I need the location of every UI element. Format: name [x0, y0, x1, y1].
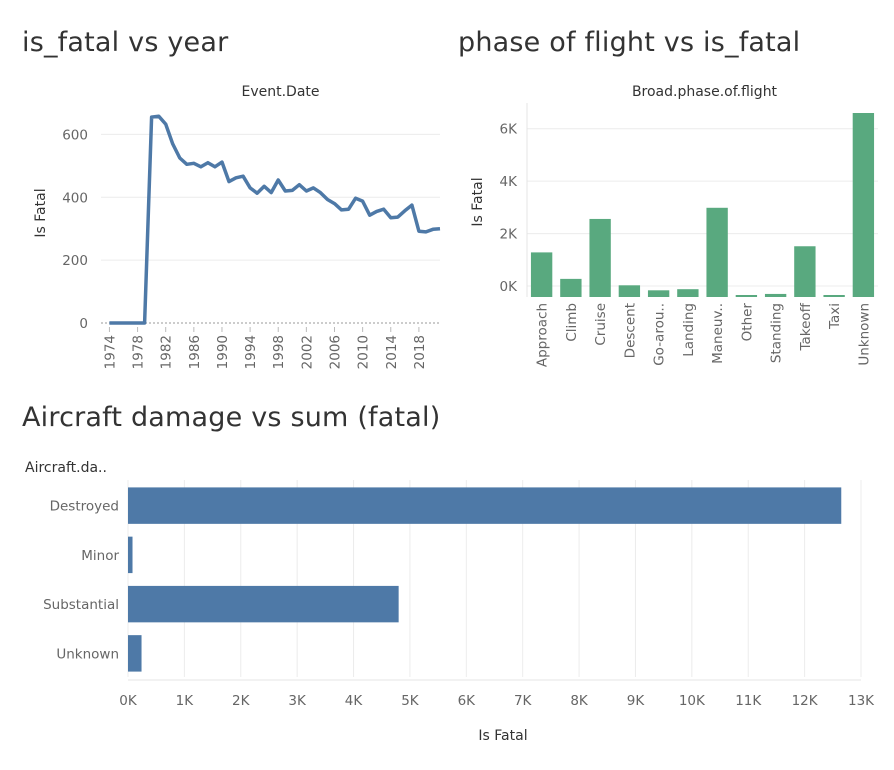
chart1-x-tick: 1986	[187, 335, 203, 369]
chart3-x-tick: 0K	[119, 693, 138, 709]
chart2-category-label: Other	[739, 303, 755, 342]
chart1-x-tick: 1994	[243, 335, 259, 369]
chart2-y-tick: 6K	[500, 122, 519, 138]
chart1-x-tick: 2010	[356, 335, 372, 369]
chart1-series-line	[109, 114, 441, 325]
chart2-category-label: Standing	[769, 303, 785, 363]
chart2-bar	[852, 113, 875, 297]
chart1-y-tick: 0	[79, 316, 88, 332]
chart3-x-tick: 1K	[176, 693, 195, 709]
chart2-bar	[589, 218, 611, 297]
chart3-x-axis-label: Is Fatal	[478, 728, 527, 744]
chart3-category-label: Substantial	[43, 597, 119, 613]
chart2-bar	[677, 289, 699, 297]
chart2-category-label: Maneuv..	[710, 303, 726, 364]
chart2-category-label: Unknown	[856, 303, 872, 366]
chart3-x-tick: 7K	[514, 693, 533, 709]
chart1-x-tick: 2014	[384, 335, 400, 369]
chart2-category-label: Takeoff	[798, 302, 814, 351]
chart1-title: is_fatal vs year	[22, 27, 229, 58]
chart2-bar	[735, 295, 758, 297]
chart2-bar	[706, 207, 728, 297]
chart3-bar	[128, 536, 133, 574]
chart1-x-tick: 1978	[131, 335, 147, 369]
chart3-title: Aircraft damage vs sum (fatal)	[22, 402, 441, 433]
chart2-category-label: Cruise	[593, 303, 609, 346]
chart1-x-tick: 1998	[271, 335, 287, 369]
chart3-category-label: Destroyed	[50, 499, 119, 515]
chart1-x-tick: 1990	[215, 335, 231, 369]
chart1-x-tick: 2018	[412, 335, 428, 369]
chart2-category-label: Landing	[681, 303, 697, 357]
chart2-header: Broad.phase.of.flight	[632, 84, 778, 100]
chart2-category-label: Descent	[622, 303, 638, 358]
chart1-x-tick: 1974	[102, 335, 118, 369]
chart3-x-tick: 11K	[735, 693, 762, 709]
chart1-x-tick: 2006	[328, 335, 344, 369]
chart2-y-tick: 4K	[500, 174, 519, 190]
chart2-title: phase of flight vs is_fatal	[458, 27, 801, 58]
chart3-x-tick: 4K	[345, 693, 364, 709]
chart2-category-label: Go-arou..	[652, 303, 668, 366]
chart1-x-tick: 2002	[299, 335, 315, 369]
chart3-x-tick: 12K	[792, 693, 819, 709]
chart3-header: Aircraft.da..	[25, 460, 107, 476]
chart2-bar	[530, 252, 553, 297]
chart2-bar	[647, 290, 670, 297]
chart2-category-label: Taxi	[827, 303, 843, 330]
chart2-category-label: Climb	[564, 303, 580, 342]
chart1-y-tick: 400	[62, 190, 88, 206]
chart1-x-tick: 1982	[159, 335, 175, 369]
chart2-bar	[618, 285, 641, 297]
chart2-bar	[794, 246, 816, 297]
chart3-x-tick: 5K	[401, 693, 420, 709]
chart2-y-tick: 0K	[500, 279, 519, 295]
chart2-bar	[560, 278, 582, 297]
chart2-y-tick: 2K	[500, 227, 519, 243]
chart1-y-tick: 200	[62, 253, 88, 269]
chart3-bar	[128, 487, 842, 524]
chart1-y-tick: 600	[62, 127, 88, 143]
chart3-bar	[128, 585, 399, 623]
chart3-x-tick: 13K	[848, 693, 875, 709]
chart3-x-tick: 2K	[232, 693, 251, 709]
chart1-header: Event.Date	[241, 84, 319, 100]
chart1-y-axis-label: Is Fatal	[33, 188, 49, 237]
chart2-category-label: Approach	[535, 303, 551, 367]
chart2-y-axis-label: Is Fatal	[470, 177, 486, 226]
chart3-category-label: Minor	[81, 548, 119, 564]
chart3-x-tick: 8K	[570, 693, 589, 709]
chart3-category-label: Unknown	[56, 646, 119, 662]
chart3-bar	[128, 635, 142, 672]
chart3-x-tick: 9K	[627, 693, 646, 709]
chart3-x-tick: 3K	[288, 693, 307, 709]
chart2-bar	[764, 293, 787, 297]
chart3-x-tick: 6K	[458, 693, 477, 709]
chart2-bar	[823, 295, 845, 297]
chart3-x-tick: 10K	[679, 693, 706, 709]
